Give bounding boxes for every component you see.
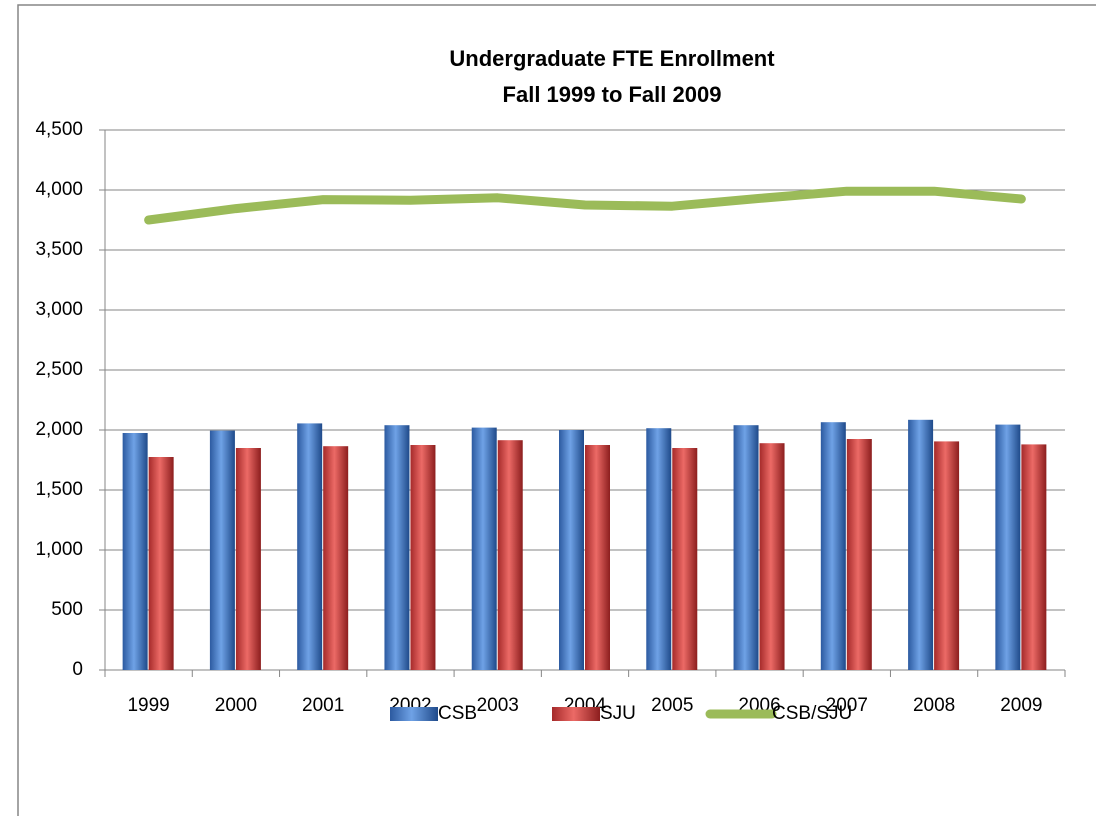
x-tick-label: 2009 [1000, 695, 1042, 716]
x-tick-label: 2001 [302, 695, 344, 716]
x-tick-label: 2003 [477, 695, 519, 716]
bar [733, 425, 759, 670]
y-tick-label: 4,000 [35, 179, 83, 200]
x-tick-label: 2000 [215, 695, 257, 716]
x-tick-label: 2007 [826, 695, 868, 716]
y-tick-label: 2,500 [35, 359, 83, 380]
bar [471, 427, 497, 670]
y-tick-label: 4,500 [35, 119, 83, 140]
bar [995, 424, 1021, 670]
bar [122, 433, 148, 670]
y-tick-label: 500 [51, 599, 83, 620]
chart-border [17, 4, 1096, 821]
bar [1021, 444, 1047, 670]
legend-swatch [552, 707, 600, 721]
bar [559, 430, 584, 670]
bar [235, 448, 261, 670]
x-tick-label: 2008 [913, 695, 955, 716]
y-tick-label: 0 [72, 659, 83, 680]
bar [585, 445, 610, 670]
line [144, 186, 1026, 225]
bar [148, 457, 174, 670]
legend-swatch [390, 707, 438, 721]
y-tick-label: 1,500 [35, 479, 83, 500]
bar [846, 439, 872, 670]
bar [497, 440, 523, 670]
bar [908, 419, 934, 670]
chart-subtitle: Fall 1999 to Fall 2009 [503, 82, 722, 107]
y-tick-label: 3,500 [35, 239, 83, 260]
bar [934, 441, 960, 670]
x-tick-label: 1999 [127, 695, 169, 716]
y-tick-label: 1,000 [35, 539, 83, 560]
bar [820, 422, 846, 670]
bar [672, 448, 698, 670]
bar [646, 428, 672, 670]
chart-title: Undergraduate FTE Enrollment [449, 46, 775, 71]
bar [297, 423, 323, 670]
y-tick-label: 2,000 [35, 419, 83, 440]
bar [410, 445, 436, 670]
bar [323, 446, 349, 670]
legend-label: CSB [438, 703, 477, 724]
y-tick-label: 3,000 [35, 299, 83, 320]
bar [384, 425, 410, 670]
bar [759, 443, 785, 670]
bar [209, 430, 235, 670]
legend-label: SJU [600, 703, 636, 724]
legend-label: CSB/SJU [772, 703, 852, 724]
x-tick-label: 2005 [651, 695, 693, 716]
